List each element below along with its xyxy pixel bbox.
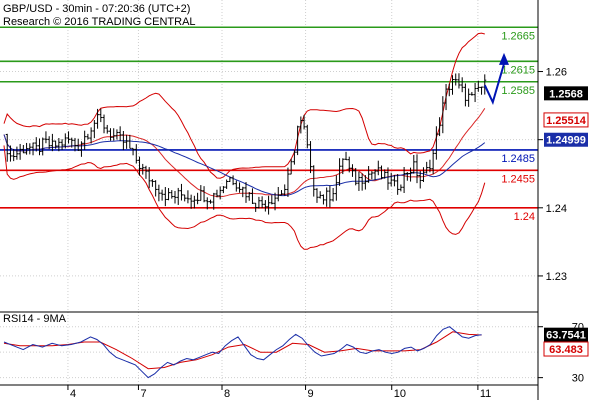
bollinger-bands bbox=[3, 32, 486, 250]
price-tag-box bbox=[543, 112, 589, 128]
rsi-tag-label: 63.483 bbox=[549, 344, 583, 356]
level-label: 1.2585 bbox=[501, 85, 535, 97]
x-tick-label: 10 bbox=[394, 388, 406, 400]
price-candles bbox=[5, 73, 487, 215]
y-tick-label: 1.23 bbox=[546, 271, 567, 283]
level-label: 1.2455 bbox=[501, 173, 535, 185]
level-label: 1.2615 bbox=[501, 64, 535, 76]
x-axis-ticks: 4 7 8 9 10 11 bbox=[67, 385, 491, 400]
x-tick-label: 7 bbox=[140, 388, 146, 400]
x-tick-label: 8 bbox=[224, 388, 230, 400]
forecast-arrowhead bbox=[499, 52, 509, 65]
price-tag-box bbox=[544, 86, 588, 101]
level-label: 1.2665 bbox=[501, 30, 535, 42]
bollinger-middle-line bbox=[3, 108, 486, 198]
support-resistance-levels: 1.2665 1.2615 1.2585 1.2485 1.2455 1.24 bbox=[0, 26, 538, 223]
chart-header-title: GBP/USD - 30min - 07:20:36 (UTC+2) bbox=[3, 3, 190, 15]
x-tick-label: 11 bbox=[480, 388, 491, 400]
rsi-line bbox=[3, 326, 482, 379]
y-tick-label: 1.24 bbox=[546, 203, 567, 215]
rsi-tag-box bbox=[543, 341, 589, 357]
price-tags: 1.2568 1.25514 1.24999 63.7541 63.483 bbox=[543, 86, 589, 357]
level-label: 1.24 bbox=[514, 211, 535, 223]
x-tick-label: 9 bbox=[308, 388, 314, 400]
y-tick-label: 1.26 bbox=[546, 67, 567, 79]
moving-average-line bbox=[3, 134, 486, 197]
chart-header-copyright: Research © 2016 TRADING CENTRAL bbox=[3, 16, 196, 28]
price-tag-label: 1.25514 bbox=[546, 115, 587, 127]
forecast-arrow bbox=[483, 52, 509, 106]
price-tag-box bbox=[544, 132, 588, 147]
price-tag-label: 1.2568 bbox=[549, 88, 583, 100]
level-label: 1.2485 bbox=[501, 153, 535, 165]
rsi-ma-line bbox=[3, 331, 482, 370]
rsi-tag-label: 63.7541 bbox=[546, 330, 586, 342]
moving-average bbox=[3, 134, 486, 197]
x-tick-label: 4 bbox=[70, 388, 76, 400]
rsi-panel-title: RSI14 - 9MA bbox=[3, 313, 67, 325]
rsi-y-tick-label: 30 bbox=[572, 373, 584, 385]
rsi-panel bbox=[3, 326, 482, 379]
forecast-path bbox=[483, 63, 505, 106]
bollinger-lower-line bbox=[3, 145, 486, 250]
rsi-tag-box bbox=[544, 327, 588, 342]
grid bbox=[0, 0, 538, 385]
bollinger-upper-line bbox=[3, 32, 485, 179]
price-tag-label: 1.24999 bbox=[546, 135, 586, 147]
